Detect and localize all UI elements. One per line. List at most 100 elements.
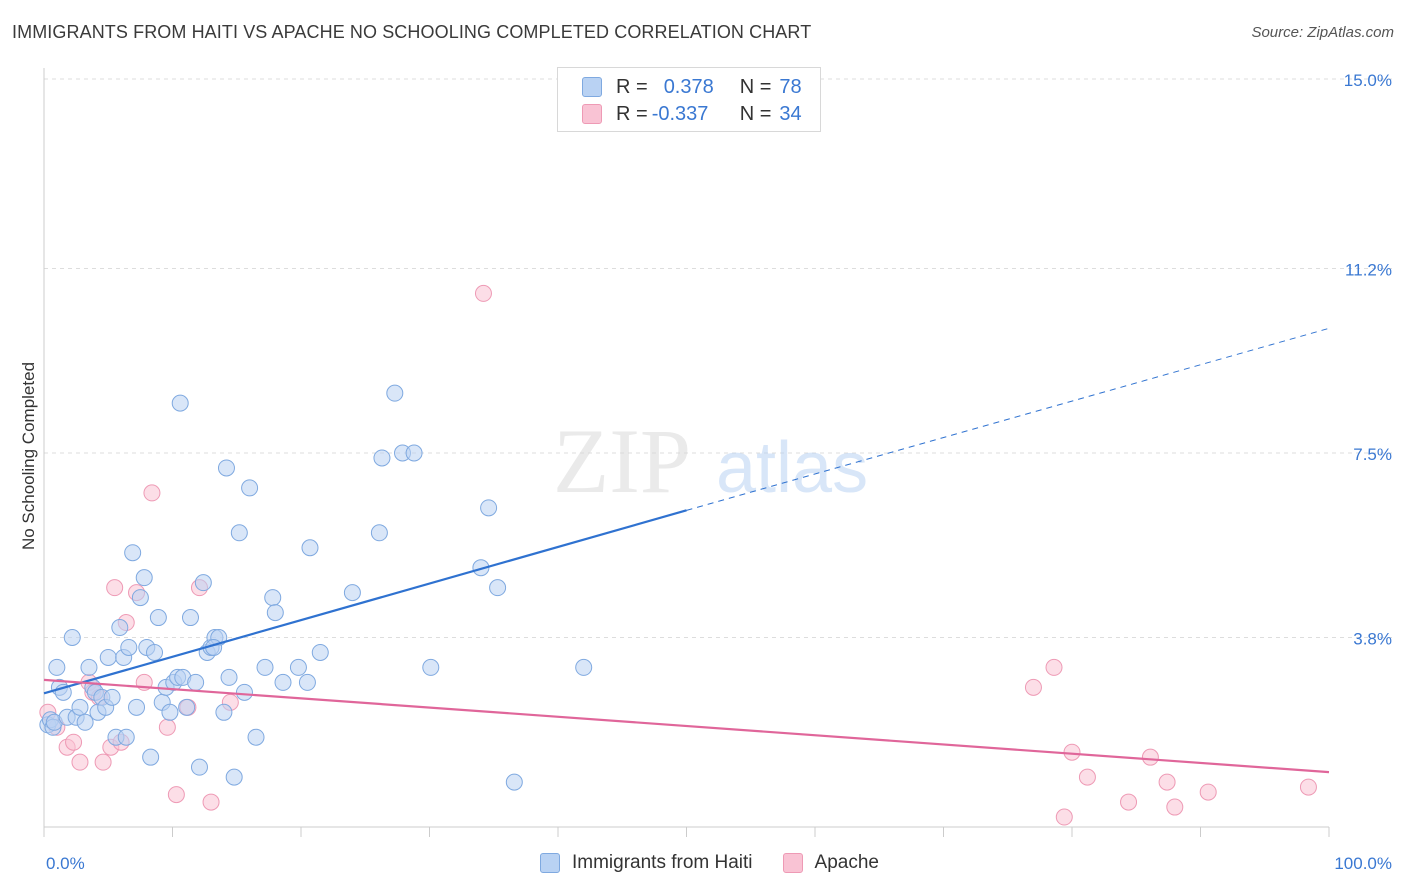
data-point-haiti bbox=[274, 673, 292, 691]
data-point-apache bbox=[1166, 798, 1184, 816]
data-point-haiti bbox=[241, 479, 259, 497]
data-point-haiti bbox=[386, 384, 404, 402]
legend-r-value: -0.337 bbox=[651, 102, 709, 125]
data-point-apache bbox=[167, 786, 185, 804]
data-point-apache bbox=[1199, 783, 1217, 801]
data-point-haiti bbox=[301, 539, 319, 557]
grid-lines bbox=[44, 78, 1392, 639]
y-tick-label: 3.8% bbox=[1353, 630, 1392, 649]
legend-n-label: N = bbox=[739, 75, 772, 98]
data-point-haiti bbox=[161, 703, 179, 721]
data-point-haiti bbox=[146, 643, 164, 661]
y-tick-label: 7.5% bbox=[1353, 445, 1392, 464]
data-point-haiti bbox=[149, 609, 167, 627]
data-point-haiti bbox=[247, 728, 265, 746]
data-point-apache bbox=[474, 284, 492, 302]
watermark-atlas: atlas bbox=[716, 428, 868, 508]
legend-n-value: 78 bbox=[779, 75, 802, 98]
data-point-haiti bbox=[266, 604, 284, 622]
data-point-apache bbox=[1158, 773, 1176, 791]
data-point-apache bbox=[143, 484, 161, 502]
data-point-haiti bbox=[80, 658, 98, 676]
data-point-haiti bbox=[194, 574, 212, 592]
data-point-haiti bbox=[217, 459, 235, 477]
source-credit: Source: ZipAtlas.com bbox=[1251, 24, 1394, 41]
legend-n-label: N = bbox=[739, 102, 772, 125]
trend-line-haiti-projection bbox=[686, 327, 1330, 511]
legend-r-label: R = bbox=[616, 75, 648, 98]
x-tick-label: 0.0% bbox=[46, 854, 85, 873]
data-point-haiti bbox=[181, 609, 199, 627]
data-point-haiti bbox=[225, 768, 243, 786]
data-point-haiti bbox=[178, 698, 196, 716]
data-point-haiti bbox=[298, 673, 316, 691]
series-name-haiti: Immigrants from Haiti bbox=[572, 852, 753, 873]
series-legend-haiti: Immigrants from Haiti bbox=[540, 852, 753, 874]
data-point-haiti bbox=[142, 748, 160, 766]
data-point-haiti bbox=[370, 524, 388, 542]
data-point-apache bbox=[94, 753, 112, 771]
data-point-haiti bbox=[235, 683, 253, 701]
y-tick-label: 15.0% bbox=[1344, 71, 1392, 90]
data-point-haiti bbox=[124, 544, 142, 562]
legend-row-haiti: R = 0.378 N = 78 bbox=[582, 76, 802, 98]
data-point-haiti bbox=[63, 629, 81, 647]
data-point-haiti bbox=[311, 643, 329, 661]
data-point-haiti bbox=[190, 758, 208, 776]
data-point-haiti bbox=[187, 673, 205, 691]
watermark: ZIP atlas bbox=[553, 410, 868, 512]
series-name-apache: Apache bbox=[814, 852, 879, 873]
data-point-apache bbox=[71, 753, 89, 771]
legend-swatch-haiti bbox=[582, 77, 602, 97]
data-point-haiti bbox=[215, 703, 233, 721]
watermark-zip: ZIP bbox=[553, 410, 691, 512]
legend-r-label: R = bbox=[616, 102, 648, 125]
legend-n-value: 34 bbox=[779, 102, 802, 125]
data-point-haiti bbox=[505, 773, 523, 791]
data-point-haiti bbox=[99, 648, 117, 666]
series-legend: Immigrants from Haiti Apache bbox=[540, 852, 909, 874]
data-point-apache bbox=[158, 718, 176, 736]
data-point-haiti bbox=[220, 668, 238, 686]
data-point-apache bbox=[106, 579, 124, 597]
haiti-points bbox=[39, 384, 593, 791]
y-axis-label: No Schooling Completed bbox=[19, 361, 38, 551]
legend-swatch-apache bbox=[582, 104, 602, 124]
series-swatch-apache bbox=[782, 853, 803, 873]
trend-lines bbox=[43, 327, 1330, 774]
data-point-haiti bbox=[405, 444, 423, 462]
data-point-apache bbox=[1141, 748, 1159, 766]
y-tick-label: 11.2% bbox=[1345, 260, 1392, 279]
data-point-haiti bbox=[76, 713, 94, 731]
chart-title: IMMIGRANTS FROM HAITI VS APACHE NO SCHOO… bbox=[12, 22, 812, 42]
data-point-apache bbox=[1024, 678, 1042, 696]
data-point-apache bbox=[202, 793, 220, 811]
correlation-legend: R = 0.378 N = 78 R = -0.337 N = 34 bbox=[557, 67, 821, 132]
data-point-haiti bbox=[480, 499, 498, 517]
data-point-haiti bbox=[48, 658, 66, 676]
data-point-haiti bbox=[103, 688, 121, 706]
data-point-haiti bbox=[343, 584, 361, 602]
data-point-apache bbox=[65, 733, 83, 751]
legend-r-value: 0.378 bbox=[663, 75, 714, 98]
data-point-apache bbox=[1120, 793, 1138, 811]
data-point-haiti bbox=[575, 658, 593, 676]
trend-line-apache bbox=[43, 678, 1330, 774]
data-point-apache bbox=[1055, 808, 1073, 826]
apache-points bbox=[39, 284, 1317, 826]
data-point-haiti bbox=[489, 579, 507, 597]
data-point-haiti bbox=[117, 728, 135, 746]
axes bbox=[43, 68, 1330, 837]
legend-row-apache: R = -0.337 N = 34 bbox=[582, 103, 802, 125]
data-point-haiti bbox=[289, 658, 307, 676]
data-point-haiti bbox=[171, 394, 189, 412]
tick-labels: 3.8% 7.5% 11.2% 15.0% 0.0% 100.0% bbox=[46, 71, 1392, 873]
data-point-haiti bbox=[422, 658, 440, 676]
data-point-apache bbox=[1045, 658, 1063, 676]
data-point-haiti bbox=[230, 524, 248, 542]
data-point-haiti bbox=[111, 619, 129, 637]
data-point-haiti bbox=[131, 589, 149, 607]
data-point-haiti bbox=[264, 589, 282, 607]
data-point-haiti bbox=[373, 449, 391, 467]
